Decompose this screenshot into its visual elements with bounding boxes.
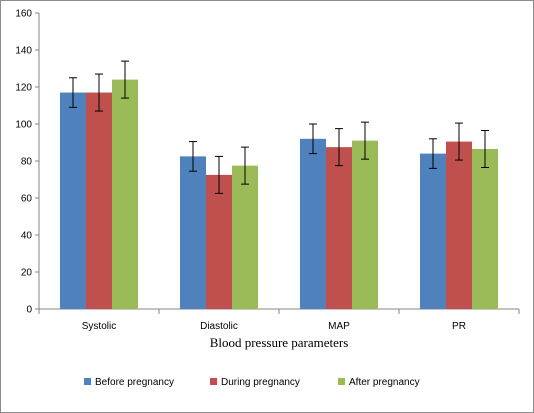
bar bbox=[300, 138, 326, 309]
bar bbox=[60, 92, 86, 309]
legend: Before pregnancy During pregnancy After pr… bbox=[84, 377, 420, 388]
legend-label: After pregnancy bbox=[349, 377, 420, 388]
bar bbox=[232, 165, 258, 309]
x-tick-label: MAP bbox=[328, 321, 350, 332]
y-tick-label: 20 bbox=[21, 268, 33, 279]
x-tick-label: Systolic bbox=[82, 321, 116, 332]
x-tick-label: Diastolic bbox=[200, 321, 238, 332]
y-tick-label: 60 bbox=[21, 194, 33, 205]
y-tick-label: 160 bbox=[15, 9, 32, 20]
x-tick-labels: Systolic Diastolic MAP PR bbox=[82, 321, 466, 332]
bar bbox=[446, 141, 472, 309]
legend-label: Before pregnancy bbox=[95, 377, 174, 388]
legend-swatch bbox=[84, 378, 91, 385]
bar bbox=[420, 153, 446, 309]
bar bbox=[180, 156, 206, 309]
bar bbox=[352, 140, 378, 309]
x-axis-label: Blood pressure parameters bbox=[210, 335, 349, 350]
y-tick-label: 140 bbox=[15, 46, 32, 57]
y-tick-label: 100 bbox=[15, 120, 32, 131]
bar bbox=[206, 174, 232, 309]
legend-swatch bbox=[338, 378, 345, 385]
y-tick-label: 0 bbox=[26, 305, 32, 316]
legend-swatch bbox=[210, 378, 217, 385]
bar bbox=[326, 147, 352, 309]
bar bbox=[472, 148, 498, 309]
y-tick-label: 40 bbox=[21, 231, 33, 242]
y-tick-label: 80 bbox=[21, 157, 33, 168]
bar bbox=[86, 92, 112, 309]
bar bbox=[112, 79, 138, 309]
legend-label: During pregnancy bbox=[221, 377, 300, 388]
y-tick-label: 120 bbox=[15, 83, 32, 94]
x-tick-label: PR bbox=[452, 321, 466, 332]
bars bbox=[60, 79, 498, 309]
error-bars bbox=[69, 60, 489, 194]
